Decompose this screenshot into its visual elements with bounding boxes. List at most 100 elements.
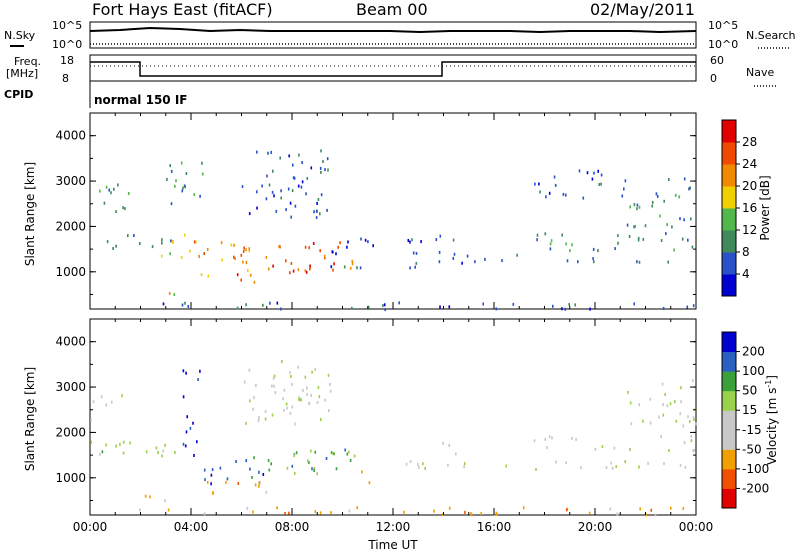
velocity-colorbar-swatch [722, 410, 736, 431]
power-cell [198, 255, 200, 258]
velocity-cell [316, 401, 319, 404]
power-cell [655, 192, 658, 196]
power-cell [169, 252, 171, 256]
velocity-cell [219, 466, 222, 470]
power-cell [289, 271, 291, 275]
velocity-xtick-label: 16:00 [477, 520, 512, 534]
power-cell [292, 176, 295, 180]
power-cell [233, 243, 235, 247]
velocity-cell [264, 417, 267, 421]
power-cell [536, 233, 539, 237]
velocity-cell [422, 462, 424, 466]
velocity-cell [638, 465, 640, 469]
power-cell [169, 164, 171, 168]
power-cell [203, 252, 205, 255]
power-cell [691, 245, 694, 249]
velocity-cell [111, 400, 113, 404]
velocity-cell [331, 451, 334, 455]
power-cell [690, 217, 692, 221]
power-cell [656, 194, 659, 198]
velocity-colorbar-tick-label: -100 [742, 462, 769, 476]
velocity-cell [90, 440, 92, 444]
power-cell [268, 183, 271, 187]
power-cell [351, 306, 353, 310]
velocity-cell [289, 371, 291, 374]
power-cell [636, 203, 639, 207]
power-cell [686, 305, 689, 309]
velocity-cell [164, 499, 166, 502]
power-cell [667, 260, 669, 264]
velocity-cell [318, 395, 321, 399]
velocity-cell [551, 436, 553, 440]
power-cell [166, 177, 168, 181]
power-colorbar-swatch [722, 120, 736, 143]
power-cell [409, 240, 411, 244]
velocity-cell [670, 506, 672, 510]
velocity-cell [679, 412, 681, 416]
velocity-cell [310, 393, 312, 397]
velocity-cell [448, 443, 450, 447]
velocity-cell [346, 452, 349, 456]
power-cell [597, 169, 599, 173]
power-cell [300, 185, 303, 189]
power-cell [638, 260, 641, 264]
velocity-cell [182, 395, 185, 399]
velocity-cell [682, 424, 685, 428]
velocity-cell [418, 465, 420, 469]
velocity-cell [245, 421, 247, 425]
power-cell [337, 245, 339, 249]
velocity-cell [311, 370, 313, 374]
velocity-cell [273, 374, 276, 378]
velocity-cell [90, 418, 92, 422]
velocity-cell [139, 508, 141, 512]
power-cell [623, 187, 625, 191]
power-cell [182, 186, 184, 190]
power-cell [200, 273, 203, 277]
velocity-cell [235, 460, 237, 463]
velocity-cell [328, 409, 330, 413]
power-cell [597, 249, 599, 253]
power-frame [89, 112, 697, 310]
velocity-colorbar-swatch [722, 449, 736, 470]
velocity-cell [210, 482, 212, 486]
power-cell [290, 261, 293, 265]
velocity-cell [330, 511, 332, 515]
velocity-cell [246, 506, 249, 510]
velocity-cell [290, 375, 292, 378]
velocity-cell [442, 513, 444, 517]
power-cell [187, 305, 190, 308]
velocity-cell [300, 398, 302, 402]
velocity-cell [254, 483, 257, 487]
velocity-cell [314, 450, 317, 454]
velocity-cell [297, 365, 299, 369]
cpid-value: normal 150 IF [94, 93, 188, 107]
power-cell [565, 242, 567, 246]
power-cell [562, 192, 565, 196]
velocity-cell [281, 360, 283, 363]
power-colorbar-swatch [722, 186, 736, 209]
power-cell [586, 171, 589, 175]
velocity-cell [189, 426, 192, 430]
velocity-cell [100, 395, 103, 399]
power-panel: 1000 2000 3000 4000 Slant Range [km] 4 8 12 16… [23, 112, 772, 312]
velocity-cell [258, 416, 260, 420]
power-cell [591, 177, 594, 181]
freq-label-1: Freq. [14, 55, 41, 68]
velocity-cell [330, 451, 333, 455]
power-cell [288, 154, 290, 158]
velocity-cell [186, 415, 188, 419]
power-cell [326, 208, 328, 212]
velocity-cell [565, 508, 568, 512]
power-cell [309, 267, 311, 271]
power-cell [516, 253, 518, 257]
velocity-cell [327, 373, 330, 377]
power-cell [633, 225, 635, 229]
power-cell [634, 224, 636, 228]
power-cell [683, 177, 686, 181]
velocity-colorbar-swatch [722, 488, 736, 509]
power-cell [574, 303, 576, 307]
velocity-cell [197, 378, 199, 381]
power-cell [175, 179, 177, 183]
power-cell [448, 305, 451, 309]
velocity-cell [405, 462, 408, 466]
